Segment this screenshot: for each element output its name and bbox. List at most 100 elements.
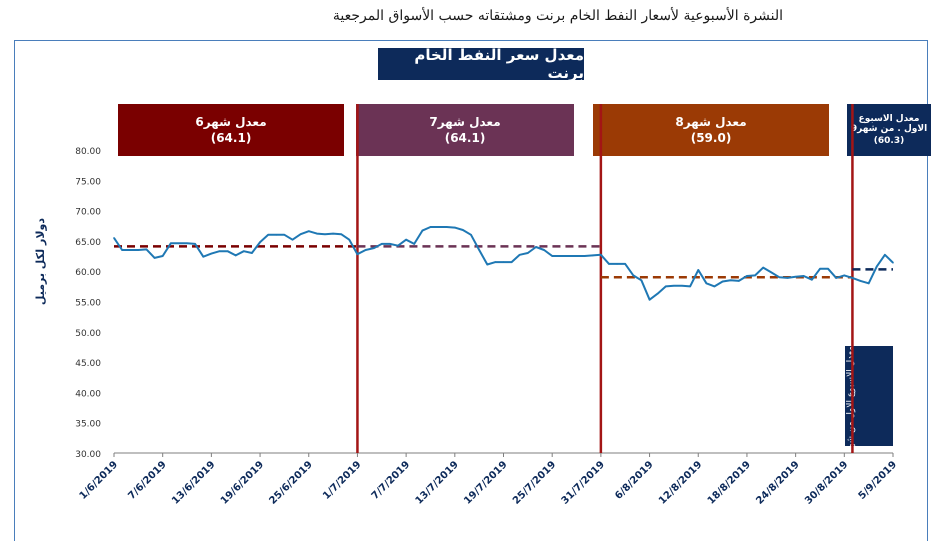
data-point <box>437 226 440 228</box>
chart-title: معدل سعر النفط الخام برنت <box>378 46 584 82</box>
data-point <box>843 274 846 277</box>
data-point <box>137 249 140 251</box>
data-point <box>454 226 456 229</box>
data-point <box>738 280 740 282</box>
data-point <box>364 249 367 251</box>
data-point <box>729 279 732 282</box>
data-point <box>746 275 748 277</box>
data-point <box>892 261 894 264</box>
month7-label: معدل شهر7 <box>429 115 501 129</box>
data-point <box>884 254 886 256</box>
data-point <box>413 243 416 245</box>
data-point <box>559 255 562 257</box>
data-point <box>502 261 505 263</box>
data-point <box>632 274 635 277</box>
week1-month9-average-box: معدل الاسبوع الاول . من شهر9 (60.3) <box>847 104 931 156</box>
data-point <box>113 237 115 239</box>
data-point <box>600 254 602 256</box>
data-point <box>689 285 691 288</box>
x-tick-label: 12/8/2019 <box>657 459 704 506</box>
data-point <box>170 242 172 245</box>
data-point <box>121 249 123 251</box>
data-point <box>348 238 351 241</box>
y-tick-label: 65.00 <box>75 238 101 248</box>
data-point <box>640 279 643 282</box>
y-tick-label: 50.00 <box>75 329 101 339</box>
data-point <box>535 246 537 248</box>
page-title: النشرة الأسبوعية لأسعار النفط الخام برنت… <box>332 8 783 24</box>
data-point <box>762 266 764 269</box>
x-tick-label: 13/7/2019 <box>414 459 461 506</box>
data-point <box>648 298 651 301</box>
data-point <box>851 277 854 279</box>
data-point <box>210 252 213 255</box>
data-point <box>226 250 229 253</box>
data-point <box>510 261 513 263</box>
data-point <box>543 249 545 251</box>
data-point <box>656 292 659 295</box>
x-tick-label: 24/8/2019 <box>754 459 801 506</box>
brent-price-series-line <box>113 226 894 301</box>
data-point <box>778 276 781 279</box>
data-point <box>486 263 489 266</box>
price-line-chart: 80.00 75.00 70.00 65.00 60.00 55.00 50.00 45.00… <box>75 104 899 507</box>
x-tick-label: 30/8/2019 <box>803 459 850 506</box>
data-point <box>299 233 302 236</box>
data-point <box>202 255 205 258</box>
data-point <box>145 248 148 251</box>
data-point <box>551 255 553 257</box>
x-tick-label: 7/7/2019 <box>370 459 412 501</box>
data-point <box>478 249 480 251</box>
data-point <box>234 254 237 257</box>
data-point <box>616 263 618 265</box>
data-point <box>405 238 407 241</box>
data-point <box>307 230 310 233</box>
data-point <box>721 280 724 283</box>
y-tick-label: 80.00 <box>75 147 101 157</box>
data-point <box>859 280 862 282</box>
x-tick-label: 5/9/2019 <box>857 459 899 501</box>
data-point <box>283 234 286 236</box>
data-point <box>835 277 837 279</box>
month6-label: معدل شهر6 <box>195 115 267 129</box>
data-point <box>259 241 261 243</box>
data-point <box>770 271 773 274</box>
data-point <box>591 254 594 257</box>
month6-average-box: معدل شهر6 (64.1) <box>118 104 344 156</box>
month7-average-box: معدل شهر7 (64.1) <box>356 104 574 156</box>
x-tick-label: 1/7/2019 <box>321 459 363 501</box>
data-point <box>875 265 878 268</box>
data-point <box>380 243 383 245</box>
month7-value: (64.1) <box>444 131 486 145</box>
data-point <box>705 282 708 285</box>
x-tick-label: 31/7/2019 <box>560 459 607 506</box>
y-tick-label: 60.00 <box>75 268 101 278</box>
data-point <box>397 244 399 247</box>
data-point <box>356 253 359 256</box>
data-point <box>664 285 667 288</box>
data-point <box>802 275 805 277</box>
y-tick-label: 45.00 <box>75 359 101 369</box>
data-point <box>697 269 700 271</box>
x-tick-label: 7/6/2019 <box>126 459 168 501</box>
x-tick-label: 6/8/2019 <box>613 459 655 501</box>
y-tick-label: 75.00 <box>75 177 101 187</box>
data-point <box>251 252 253 254</box>
week1-month9-label: معدل الاسبوع الاول . من شهر9 <box>850 114 928 134</box>
data-point <box>324 233 326 236</box>
data-point <box>575 255 578 257</box>
data-point <box>794 275 797 278</box>
data-point <box>811 278 813 281</box>
data-point <box>518 254 521 256</box>
data-point <box>267 234 269 236</box>
y-tick-label: 70.00 <box>75 208 101 218</box>
data-point <box>161 255 164 257</box>
y-tick-label: 55.00 <box>75 299 101 309</box>
data-point <box>316 232 318 235</box>
data-point <box>673 284 675 287</box>
data-point <box>429 226 432 228</box>
data-point <box>462 229 464 231</box>
data-point <box>608 263 610 265</box>
chart-frame <box>14 40 928 541</box>
x-tick-label: 25/6/2019 <box>267 459 314 506</box>
